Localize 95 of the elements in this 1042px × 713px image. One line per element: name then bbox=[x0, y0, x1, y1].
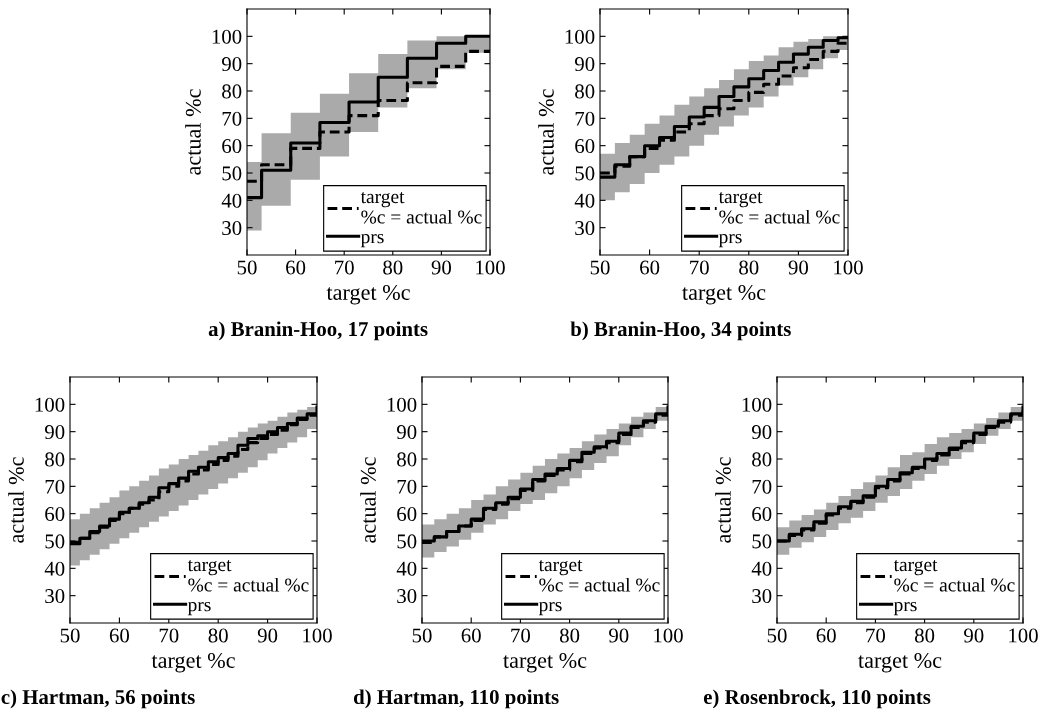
y-tick-label: 70 bbox=[752, 479, 772, 494]
x-tick-label: 50 bbox=[412, 628, 432, 643]
y-tick-label: 30 bbox=[397, 589, 417, 604]
x-tick-label: 50 bbox=[590, 260, 610, 275]
y-axis-title: actual %c bbox=[538, 89, 554, 175]
x-axis-title: target %c bbox=[682, 284, 766, 305]
y-axis-title: actual %c bbox=[185, 89, 201, 175]
x-tick-label: 100 bbox=[1009, 628, 1038, 643]
x-tick-label: 60 bbox=[109, 628, 130, 643]
x-axis-title: target %c bbox=[503, 652, 587, 673]
text: a) Branin-Hoo, 17 points bbox=[208, 321, 428, 341]
y-tick-label: 90 bbox=[751, 425, 772, 440]
y-tick-label: 80 bbox=[397, 452, 417, 467]
x-tick-label: 60 bbox=[816, 628, 836, 643]
y-tick-label: 100 bbox=[212, 29, 242, 44]
y-tick-label: 60 bbox=[397, 507, 417, 522]
legend-label: prs bbox=[360, 233, 384, 248]
y-tick-label: 30 bbox=[575, 221, 595, 236]
text: e) Rosenbrock, 110 points bbox=[703, 689, 931, 709]
legend-label: target %c = actual %c bbox=[718, 192, 840, 224]
x-tick-label: 60 bbox=[286, 260, 306, 275]
y-tick-label: 70 bbox=[397, 479, 417, 494]
y-tick-label: 100 bbox=[565, 29, 595, 44]
y-tick-label: 80 bbox=[752, 452, 772, 467]
x-tick-label: 60 bbox=[640, 260, 660, 275]
y-tick-label: 70 bbox=[45, 479, 65, 494]
y-tick-label: 30 bbox=[45, 589, 65, 604]
x-tick-label: 70 bbox=[511, 628, 531, 643]
y-tick-label: 90 bbox=[44, 425, 65, 440]
y-tick-label: 40 bbox=[751, 561, 772, 576]
y-tick-label: 90 bbox=[574, 57, 595, 72]
x-tick-label: 90 bbox=[257, 628, 278, 643]
y-tick-label: 60 bbox=[575, 139, 595, 154]
legend-label: target %c = actual %c bbox=[538, 560, 660, 592]
y-axis-title: actual %c bbox=[8, 457, 24, 543]
y-tick-label: 100 bbox=[742, 397, 772, 412]
y-tick-label: 80 bbox=[45, 452, 65, 467]
x-tick-label: 80 bbox=[383, 260, 403, 275]
x-tick-label: 80 bbox=[914, 628, 935, 643]
x-tick-label: 80 bbox=[739, 260, 759, 275]
x-tick-label: 100 bbox=[834, 260, 863, 275]
y-tick-label: 80 bbox=[222, 84, 242, 99]
x-tick-label: 100 bbox=[303, 628, 332, 643]
x-tick-label: 90 bbox=[964, 628, 984, 643]
y-tick-label: 50 bbox=[575, 166, 595, 181]
legend-label: target %c = actual %c bbox=[893, 560, 1015, 592]
y-tick-label: 90 bbox=[396, 425, 417, 440]
y-tick-label: 90 bbox=[221, 57, 242, 72]
y-tick-label: 50 bbox=[397, 534, 417, 549]
y-tick-label: 70 bbox=[575, 111, 595, 126]
x-tick-label: 70 bbox=[690, 260, 709, 275]
y-tick-label: 50 bbox=[45, 534, 65, 549]
x-tick-label: 80 bbox=[208, 628, 228, 643]
y-tick-label: 40 bbox=[396, 561, 417, 576]
y-axis-title: actual %c bbox=[360, 457, 376, 543]
y-tick-label: 60 bbox=[45, 507, 65, 522]
legend-label: target %c = actual %c bbox=[360, 192, 482, 224]
x-axis-title: target %c bbox=[858, 652, 942, 673]
text: c) Hartman, 56 points bbox=[1, 689, 195, 709]
legend-label: target %c = actual %c bbox=[187, 560, 309, 592]
x-tick-label: 50 bbox=[767, 628, 787, 643]
y-tick-label: 40 bbox=[44, 561, 65, 576]
y-tick-label: 60 bbox=[222, 139, 242, 154]
x-tick-label: 80 bbox=[559, 628, 580, 643]
y-tick-label: 30 bbox=[752, 589, 772, 604]
y-tick-label: 50 bbox=[222, 166, 242, 181]
x-tick-label: 60 bbox=[461, 628, 481, 643]
x-tick-label: 90 bbox=[609, 628, 629, 643]
x-tick-label: 100 bbox=[476, 260, 505, 275]
legend-label: prs bbox=[893, 601, 917, 616]
y-tick-label: 100 bbox=[35, 397, 65, 412]
legend-label: prs bbox=[187, 601, 211, 616]
x-axis-title: target %c bbox=[326, 284, 410, 305]
y-tick-label: 50 bbox=[752, 534, 772, 549]
legend-label: prs bbox=[718, 233, 742, 248]
y-tick-label: 40 bbox=[221, 193, 242, 208]
x-axis-title: target %c bbox=[151, 652, 235, 673]
legend-label: prs bbox=[538, 601, 562, 616]
x-tick-label: 50 bbox=[60, 628, 80, 643]
y-tick-label: 80 bbox=[575, 84, 595, 99]
text: b) Branin-Hoo, 34 points bbox=[570, 321, 791, 341]
y-tick-label: 70 bbox=[222, 111, 242, 126]
x-tick-label: 100 bbox=[654, 628, 683, 643]
y-tick-label: 30 bbox=[222, 221, 242, 236]
x-tick-label: 70 bbox=[159, 628, 179, 643]
x-tick-label: 70 bbox=[335, 260, 354, 275]
text: d) Hartman, 110 points bbox=[353, 689, 559, 709]
x-tick-label: 50 bbox=[237, 260, 257, 275]
x-tick-label: 90 bbox=[431, 260, 452, 275]
x-tick-label: 90 bbox=[788, 260, 809, 275]
y-tick-label: 40 bbox=[574, 193, 595, 208]
y-tick-label: 60 bbox=[752, 507, 772, 522]
x-tick-label: 70 bbox=[866, 628, 886, 643]
y-axis-title: actual %c bbox=[715, 457, 731, 543]
y-tick-label: 100 bbox=[387, 397, 417, 412]
